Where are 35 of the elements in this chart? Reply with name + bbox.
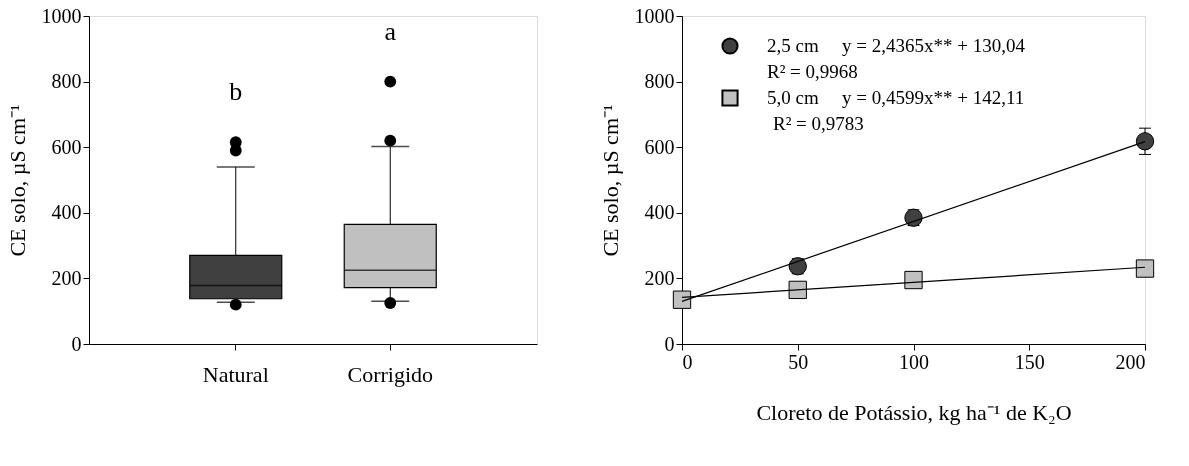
y-tick-label: 1000 <box>41 4 82 27</box>
y-tick-label: 0 <box>71 332 82 355</box>
x-axis-title: Cloreto de Potássio, kg ha⁻¹ de K₂O <box>756 399 1072 425</box>
annotation: b <box>229 77 243 107</box>
y-tick-label: 200 <box>51 266 82 289</box>
annotation: y = 0,4599x** + 142,11 <box>842 87 1025 108</box>
y-axis-title: CE solo, µS cm⁻¹ <box>597 104 623 257</box>
x-tick-label: Corrigido <box>347 361 434 387</box>
y-tick-label: 800 <box>51 70 82 93</box>
point <box>904 270 923 290</box>
legend-label: 5,0 cm <box>767 87 819 108</box>
y-tick-label: 800 <box>644 70 675 93</box>
x-tick-label: 150 <box>1014 350 1045 373</box>
legend-label: 2,5 cm <box>767 35 819 56</box>
point <box>672 290 692 309</box>
x-tick-label: 200 <box>1115 350 1146 373</box>
x-tick-label: 0 <box>682 350 693 373</box>
y-tick-label: 600 <box>644 135 675 158</box>
annotation: a <box>384 16 397 46</box>
y-tick-label: 400 <box>51 201 82 224</box>
x-tick-label: 50 <box>788 350 809 373</box>
y-tick-label: 1000 <box>634 4 675 27</box>
y-tick-label: 0 <box>664 332 675 355</box>
y-axis-title: CE solo, µS cm⁻¹ <box>4 104 30 257</box>
annotation: R² = 0,9783 <box>773 113 864 134</box>
y-tick-label: 600 <box>51 135 82 158</box>
annotation: R² = 0,9968 <box>767 61 858 82</box>
point <box>1135 132 1155 151</box>
y-tick-label: 400 <box>644 201 675 224</box>
y-tick-label: 200 <box>644 266 675 289</box>
point <box>788 280 807 300</box>
x-tick-label: Natural <box>202 361 269 387</box>
annotation: y = 2,4365x** + 130,04 <box>842 35 1026 56</box>
point <box>1135 259 1155 278</box>
x-tick-label: 100 <box>899 350 929 373</box>
